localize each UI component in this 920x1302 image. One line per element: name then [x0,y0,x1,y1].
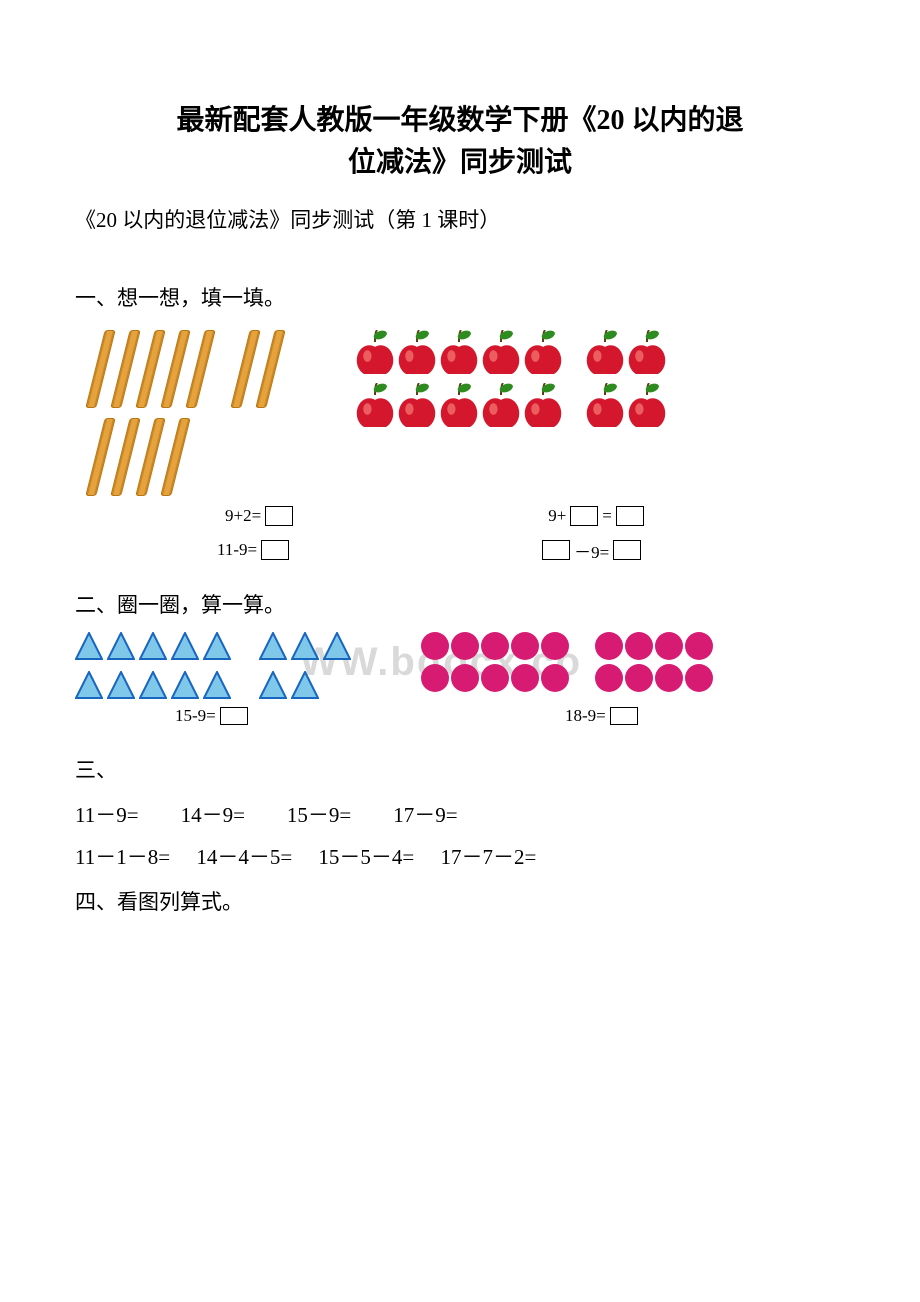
circle-icon [511,664,539,692]
title-line1: 最新配套人教版一年级数学下册《20 以内的退 [176,105,743,136]
triangle-icon [259,671,287,704]
triangle-icon [291,632,319,665]
triangle-icon [259,632,287,665]
section2-images [75,632,845,704]
circle-icon [511,632,539,660]
stick-icon [110,418,140,496]
triangle-icon [203,671,231,704]
apple-icon [524,383,562,427]
circle-icon [421,632,449,660]
stick-icon [135,330,165,408]
triangle-icon [291,671,319,704]
circle-icon [625,632,653,660]
section4-heading: 四、看图列算式。 [75,884,845,922]
eq-9plus-blank: 9+ = [548,506,644,526]
section3-lines: 11－9= 14－9= 15－9= 17－9=11－1－8= 14－4－5= 1… [75,794,845,878]
section3-line: 11－9= 14－9= 15－9= 17－9= [75,794,845,836]
eq-18minus9: 18-9= [565,706,638,726]
eq-11minus9: 11-9= [217,538,289,563]
stick-icon [230,330,260,408]
apple-icon [482,383,520,427]
circle-icon [481,664,509,692]
triangles-figure [75,632,351,704]
triangle-icon [203,632,231,665]
triangle-icon [171,632,199,665]
apple-icon [586,330,624,374]
circle-icon [451,632,479,660]
circle-icon [685,664,713,692]
apple-icon [524,330,562,374]
triangle-icon [171,671,199,704]
circle-icon [625,664,653,692]
triangle-icon [75,671,103,704]
triangle-icon [107,632,135,665]
apple-icon [586,383,624,427]
section3-line: 11－1－8= 14－4－5= 15－5－4= 17－7－2= [75,836,845,878]
circle-icon [481,632,509,660]
eq-blank-minus9: －9= [542,538,641,563]
section1-heading: 一、想一想，填一填。 [75,280,845,318]
circle-icon [685,632,713,660]
circle-icon [541,664,569,692]
stick-icon [160,330,190,408]
apple-icon [356,330,394,374]
section2-equations: 15-9= 18-9= [75,706,845,732]
circle-icon [421,664,449,692]
apple-icon [440,383,478,427]
stick-icon [85,330,115,408]
section3-heading: 三、 [75,752,845,790]
stick-icon [135,418,165,496]
apple-icon [628,383,666,427]
apple-icon [398,383,436,427]
circle-icon [541,632,569,660]
triangle-icon [75,632,103,665]
apple-icon [398,330,436,374]
page-title: 最新配套人教版一年级数学下册《20 以内的退 位减法》同步测试 [75,100,845,184]
section1-equations: 9+2= 9+ = 11-9= －9= [75,506,845,563]
apple-icon [628,330,666,374]
apples-figure [356,330,666,432]
eq-9plus2: 9+2= [225,506,293,526]
triangle-icon [107,671,135,704]
apple-icon [356,383,394,427]
stick-icon [160,418,190,496]
eq-15minus9: 15-9= [175,706,248,726]
section2-heading: 二、圈一圈，算一算。 [75,587,845,625]
section1-images [75,330,845,496]
stick-icon [185,330,215,408]
circle-icon [655,632,683,660]
title-line2: 位减法》同步测试 [348,147,572,178]
subtitle: 《20 以内的退位减法》同步测试（第 1 课时） [75,202,845,240]
stick-icon [85,418,115,496]
stick-icon [255,330,285,408]
triangle-icon [139,671,167,704]
apple-icon [440,330,478,374]
stick-icon [110,330,140,408]
circle-icon [451,664,479,692]
circle-icon [595,664,623,692]
circles-figure [421,632,713,692]
triangle-icon [139,632,167,665]
sticks-figure [75,330,276,496]
circle-icon [655,664,683,692]
triangle-icon [323,632,351,665]
apple-icon [482,330,520,374]
circle-icon [595,632,623,660]
